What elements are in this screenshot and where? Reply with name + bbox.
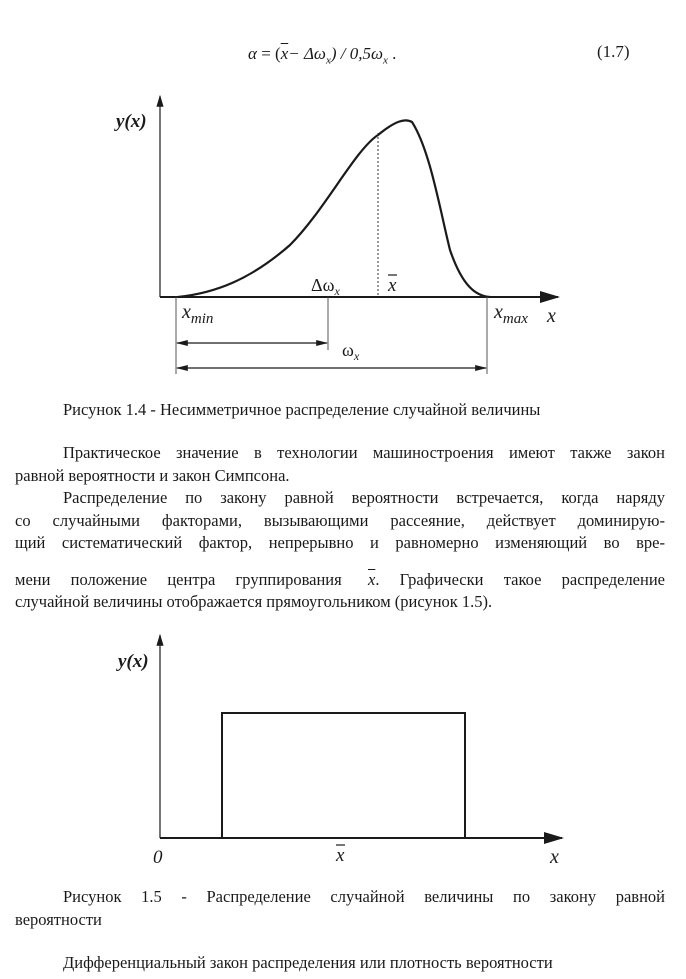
paragraph-line: случайной величины отображается прямоуго… (15, 592, 493, 611)
line-text: мени положение центра группирования (15, 569, 342, 589)
uniform-distribution-rectangle (221, 712, 466, 838)
formula-div: ) / 0,5ω (330, 44, 383, 63)
footer-text: Дифференциальный закон распределения или… (63, 953, 553, 972)
formula-number: (1.7) (597, 42, 630, 61)
formula-alpha: α (248, 44, 257, 63)
paragraph-line: Распределение по закону равной вероятнос… (63, 488, 665, 507)
distribution-curve (177, 119, 491, 299)
figure-1-5-caption: Рисунок 1.5 - Распределение случайной ве… (15, 886, 665, 931)
delta-omega-label: Δωx (311, 275, 340, 298)
figure-1-5: y(x) 0 x x (116, 633, 564, 868)
line-text: . Графически такое распределение (375, 569, 665, 589)
figure-1-4-caption: Рисунок 1.4 - Несимметричное распределен… (63, 400, 541, 419)
x-axis-label: x (549, 846, 559, 868)
paragraph-line: Практическое значение в технологии машин… (63, 443, 665, 462)
formula-1-7: α = (x− Δωx) / 0,5ωx . (248, 44, 396, 66)
x-max-label: xmax (493, 301, 528, 327)
formula-minus: − Δω (288, 44, 326, 63)
figure-1-4: y(x) Δωx x xmin xmax x ωx (114, 94, 560, 374)
x-axis-label: x (546, 305, 556, 327)
formula-xbar: x (280, 44, 289, 63)
x-min-label: xmin (181, 301, 213, 327)
y-axis-label: y(x) (116, 651, 149, 672)
paragraph-line: со случайными факторами, вызывающими рас… (15, 510, 665, 530)
formula-sub: x (325, 54, 331, 67)
formula-dot: . (387, 44, 397, 63)
paragraph-1: Практическое значение в технологии машин… (15, 442, 665, 487)
paragraph-line: мени положение центра группирования x. Г… (15, 569, 665, 592)
caption-line: Рисунок 1.5 - Распределение случайной ве… (63, 887, 665, 906)
formula-sub2: x (382, 54, 388, 67)
paragraph-2: Распределение по закону равной вероятнос… (15, 487, 665, 614)
y-axis-label: y(x) (114, 111, 147, 132)
caption-line: вероятности (15, 909, 102, 929)
x-bar-inline: x (367, 569, 376, 589)
paragraph-line: равной вероятности и закон Симпсона. (15, 465, 290, 485)
x-bar-label: x (335, 845, 345, 866)
x-bar-label: x (387, 275, 397, 296)
formula-eq: = ( (256, 44, 281, 63)
paragraph-line: щий систематический фактор, непрерывно и… (15, 533, 665, 552)
origin-label: 0 (153, 847, 163, 868)
omega-label: ωx (342, 340, 360, 363)
